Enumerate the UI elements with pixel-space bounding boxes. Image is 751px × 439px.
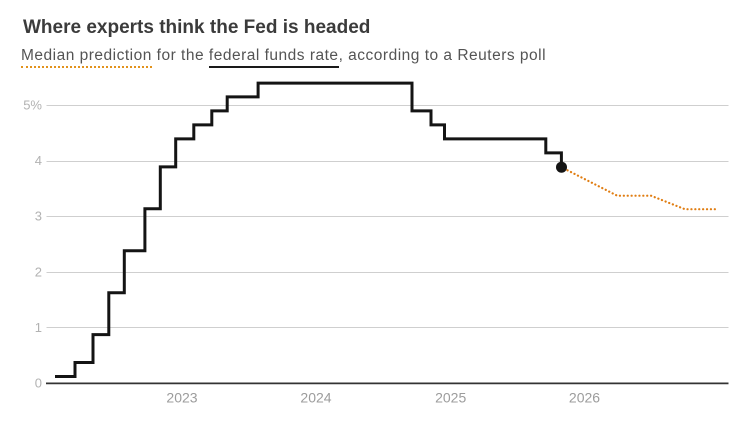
svg-text:4: 4 — [35, 153, 42, 168]
svg-text:2024: 2024 — [300, 390, 331, 406]
svg-text:2025: 2025 — [435, 390, 466, 406]
svg-text:2026: 2026 — [569, 390, 600, 406]
svg-text:0: 0 — [35, 376, 42, 391]
svg-text:1: 1 — [35, 320, 42, 335]
svg-text:5%: 5% — [23, 98, 42, 113]
svg-text:2023: 2023 — [166, 390, 197, 406]
svg-text:2: 2 — [35, 264, 42, 279]
svg-text:3: 3 — [35, 209, 42, 224]
